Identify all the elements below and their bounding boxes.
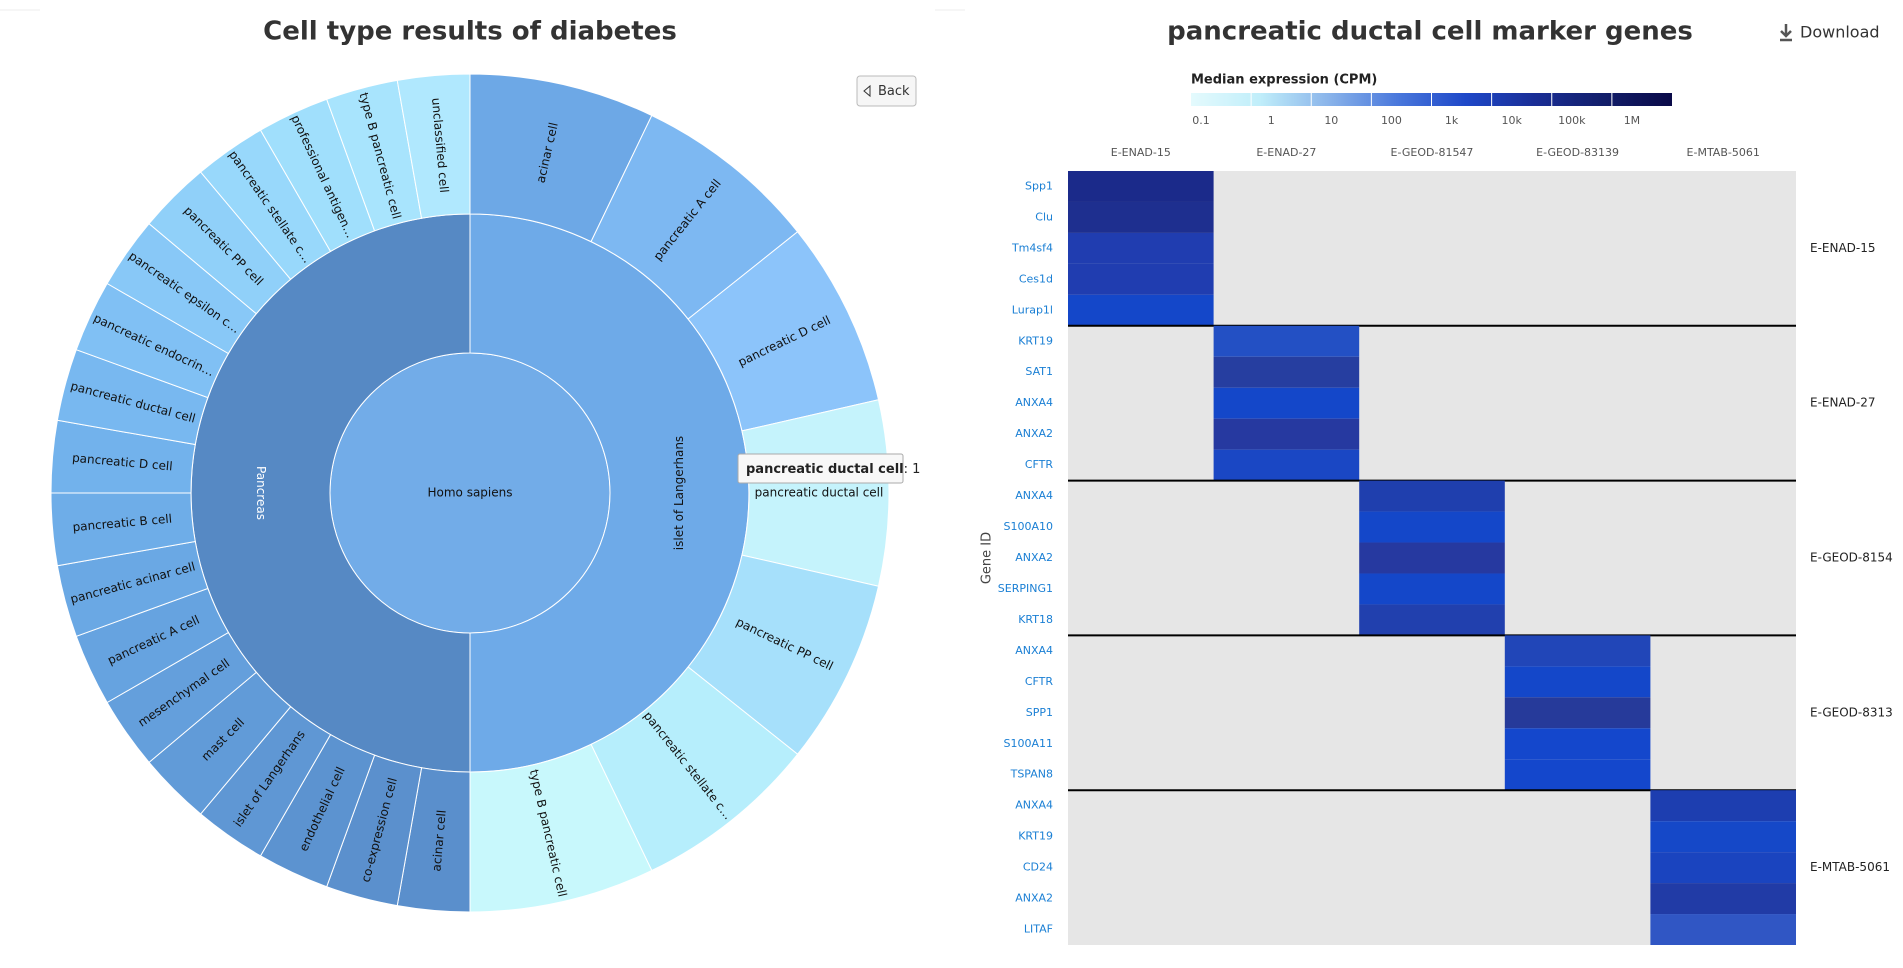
gene-label[interactable]: KRT19 bbox=[1018, 830, 1053, 843]
colorbar-tick: 1 bbox=[1268, 114, 1275, 127]
heatmap-cell bbox=[1504, 728, 1651, 760]
group-label: E-MTAB-5061 bbox=[1810, 860, 1890, 874]
group-label: E-GEOD-8154 bbox=[1810, 551, 1893, 565]
gene-label[interactable]: Ces1d bbox=[1019, 272, 1053, 285]
colorbar-tick: 1k bbox=[1445, 114, 1459, 127]
gene-label[interactable]: ANXA2 bbox=[1015, 551, 1053, 564]
colorbar-tick: 10k bbox=[1502, 114, 1523, 127]
group-label: E-ENAD-15 bbox=[1810, 241, 1876, 255]
gene-label[interactable]: ANXA4 bbox=[1015, 396, 1053, 409]
download-button[interactable]: Download bbox=[1780, 23, 1880, 42]
outer-label: acinar cell bbox=[429, 809, 448, 872]
gene-label[interactable]: S100A10 bbox=[1004, 520, 1054, 533]
tooltip-sep: : bbox=[904, 462, 913, 477]
colorbar-tick: 100 bbox=[1381, 114, 1402, 127]
gene-label[interactable]: Tm4sf4 bbox=[1011, 241, 1053, 254]
gene-label[interactable]: SAT1 bbox=[1025, 365, 1053, 378]
tooltip-label: pancreatic ductal cell bbox=[746, 462, 904, 477]
heatmap-cell bbox=[1068, 232, 1214, 264]
colorbar-tick: 100k bbox=[1558, 114, 1586, 127]
heatmap-cell bbox=[1359, 480, 1505, 512]
tooltip: pancreatic ductal cell: 1 bbox=[737, 453, 920, 484]
colorbar-tick: 0.1 bbox=[1192, 114, 1210, 127]
heatmap-cell bbox=[1650, 821, 1796, 853]
column-header: E-ENAD-27 bbox=[1256, 146, 1316, 159]
heatmap-cell bbox=[1650, 883, 1796, 915]
heatmap-cell bbox=[1650, 852, 1796, 884]
heatmap-cell bbox=[1504, 666, 1651, 698]
tooltip-text: pancreatic ductal cell: 1 bbox=[746, 462, 920, 477]
heatmap-cell bbox=[1504, 697, 1651, 729]
heatmap-cell bbox=[1068, 263, 1214, 295]
column-header: E-ENAD-15 bbox=[1111, 146, 1171, 159]
gene-label[interactable]: Lurap1l bbox=[1012, 303, 1053, 316]
heatmap-cell bbox=[1359, 511, 1505, 543]
heatmap-cell bbox=[1068, 294, 1214, 326]
back-icon bbox=[863, 84, 871, 98]
gene-label[interactable]: LITAF bbox=[1024, 923, 1053, 936]
panel-title: Cell type results of diabetes bbox=[263, 17, 677, 47]
heatmap-cell bbox=[1068, 171, 1214, 202]
tooltip-box bbox=[737, 453, 904, 484]
ring-label: Pancreas bbox=[254, 466, 268, 520]
heatmap-cell bbox=[1213, 356, 1360, 388]
gene-label[interactable]: Clu bbox=[1035, 210, 1053, 223]
column-header: E-MTAB-5061 bbox=[1687, 146, 1760, 159]
gene-label[interactable]: Spp1 bbox=[1025, 179, 1053, 192]
heatmap-cell bbox=[1650, 914, 1796, 945]
root-label: Homo sapiens bbox=[427, 486, 512, 500]
gene-label[interactable]: ANXA2 bbox=[1015, 427, 1053, 440]
download-icon bbox=[1780, 24, 1792, 42]
gene-label[interactable]: SERPING1 bbox=[998, 582, 1053, 595]
back-button[interactable]: Back bbox=[856, 75, 917, 107]
axis-label: Gene ID bbox=[980, 532, 995, 584]
heatmap-cell bbox=[1213, 418, 1360, 450]
gene-label[interactable]: KRT19 bbox=[1018, 334, 1053, 347]
heatmap-cell bbox=[1213, 449, 1360, 481]
tooltip-value: 1 bbox=[912, 462, 920, 477]
heatmap-cell bbox=[1213, 387, 1360, 419]
outer-label: pancreatic ductal cell bbox=[755, 486, 884, 500]
legend-title: Median expression (CPM) bbox=[1191, 73, 1377, 88]
gene-label[interactable]: ANXA4 bbox=[1015, 644, 1053, 657]
heatmap-cell bbox=[1359, 604, 1505, 636]
gene-label[interactable]: ANXA2 bbox=[1015, 892, 1053, 905]
colorbar-tick: 10 bbox=[1324, 114, 1338, 127]
group-label: E-ENAD-27 bbox=[1810, 396, 1876, 410]
heatmap-cell bbox=[1359, 573, 1505, 605]
gene-label[interactable]: CFTR bbox=[1025, 675, 1054, 688]
column-header: E-GEOD-83139 bbox=[1536, 146, 1619, 159]
gene-label[interactable]: S100A11 bbox=[1004, 737, 1054, 750]
outer-segment bbox=[396, 73, 471, 219]
gene-label[interactable]: ANXA4 bbox=[1015, 799, 1053, 812]
column-header: E-GEOD-81547 bbox=[1391, 146, 1474, 159]
button-label[interactable]: Back bbox=[878, 84, 910, 99]
gene-label[interactable]: ANXA4 bbox=[1015, 489, 1053, 502]
group-label: E-GEOD-8313 bbox=[1810, 705, 1893, 719]
gene-label[interactable]: CFTR bbox=[1025, 458, 1054, 471]
gene-label[interactable]: TSPAN8 bbox=[1010, 768, 1053, 781]
heatmap-cell bbox=[1213, 325, 1360, 357]
gene-label[interactable]: KRT18 bbox=[1018, 613, 1053, 626]
gene-label[interactable]: CD24 bbox=[1023, 861, 1053, 874]
colorbar-tick: 1M bbox=[1624, 114, 1641, 127]
download-label[interactable]: Download bbox=[1800, 23, 1880, 42]
ring-label: islet of Langerhans bbox=[672, 436, 686, 550]
heatmap-cell bbox=[1650, 790, 1796, 822]
sunburst: Homo sapiens islet of Langerhans acinar ce… bbox=[50, 73, 890, 913]
heatmap: E-ENAD-15 E-ENAD-27 E-GEOD-81547 E-GEOD-831… bbox=[998, 146, 1893, 945]
heatmap-cell bbox=[1068, 201, 1214, 233]
button-box[interactable] bbox=[856, 75, 917, 107]
gene-label[interactable]: SPP1 bbox=[1026, 706, 1053, 719]
heatmap-cell bbox=[1504, 759, 1651, 791]
heatmap-cell bbox=[1359, 542, 1505, 574]
heatmap-cell bbox=[1504, 635, 1651, 667]
panel-title: pancreatic ductal cell marker genes bbox=[1167, 17, 1693, 47]
